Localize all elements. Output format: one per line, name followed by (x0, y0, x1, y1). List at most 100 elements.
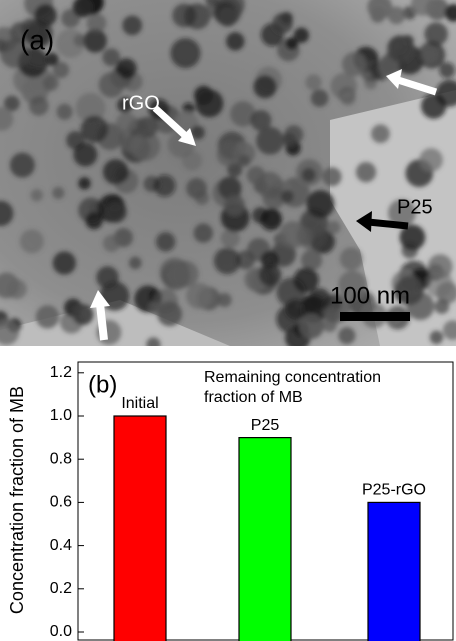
particle (106, 202, 127, 223)
particle (214, 248, 241, 275)
scale-label: 100 nm (330, 282, 410, 309)
particle (73, 143, 97, 167)
particle (217, 143, 241, 167)
particle (301, 250, 322, 271)
particle (260, 209, 282, 231)
particle (29, 96, 49, 116)
particle (96, 266, 118, 288)
particle (20, 229, 44, 253)
annotation: Remaining concentration fraction of MB (204, 368, 394, 408)
particle (322, 317, 337, 332)
particle (226, 32, 245, 51)
figure: (a) rGO P25 100 nm (b) Concentration fra… (0, 0, 456, 641)
particle (43, 75, 59, 91)
y-axis-label: Concentration fraction of MB (7, 386, 27, 614)
panel-label: (b) (88, 371, 117, 398)
particle (298, 314, 323, 339)
particle (81, 115, 108, 142)
panel-label: (a) (20, 24, 54, 55)
particle (102, 48, 120, 66)
particle (282, 133, 296, 147)
arrow (100, 304, 104, 340)
bar-label: Initial (121, 395, 158, 412)
y-tick-label: 0.0 (50, 623, 72, 640)
particle (311, 89, 329, 107)
particle (224, 195, 245, 216)
particle (194, 86, 213, 105)
y-tick-label: 0.6 (50, 494, 72, 511)
particle (195, 191, 209, 205)
particle (172, 4, 196, 28)
arrow (368, 222, 408, 226)
particle (218, 6, 238, 26)
particle (35, 4, 57, 26)
particle (371, 124, 390, 143)
particle (420, 46, 438, 64)
y-tick-label: 0.2 (50, 580, 72, 597)
particle (7, 279, 27, 299)
particle (387, 35, 414, 62)
particle (56, 29, 85, 58)
particle (194, 223, 213, 242)
bar-label: P25-rGO (362, 482, 426, 499)
particle (259, 264, 282, 287)
particle (309, 288, 331, 310)
particle (217, 293, 231, 307)
particle (256, 127, 284, 155)
particle (10, 153, 35, 178)
particle (157, 301, 182, 326)
particle (272, 13, 293, 34)
bar (368, 502, 420, 641)
scale-bar (340, 312, 410, 321)
particle (434, 299, 449, 314)
particle (148, 302, 160, 314)
y-tick-label: 1.0 (50, 407, 72, 424)
particle (166, 263, 190, 287)
particle (342, 52, 366, 76)
particle (52, 187, 64, 199)
particle (78, 177, 90, 189)
page: (a) rGO P25 100 nm (b) Concentration fra… (0, 0, 456, 641)
annotation: rGO (122, 92, 160, 114)
y-tick-label: 0.4 (50, 537, 72, 554)
particle (425, 270, 453, 298)
bar-label: P25 (251, 417, 280, 434)
particle (146, 337, 160, 351)
particle (122, 15, 142, 35)
particle (340, 247, 363, 270)
particle (53, 251, 76, 274)
particle (340, 91, 356, 107)
particle (99, 72, 125, 98)
particle (129, 257, 142, 270)
particle (156, 232, 175, 251)
y-tick-label: 1.2 (50, 364, 72, 381)
particle (294, 28, 309, 43)
particle (276, 278, 305, 307)
particle (419, 148, 443, 172)
particle (253, 75, 276, 98)
micrograph: (a) rGO P25 100 nm (0, 0, 456, 352)
particle (238, 155, 250, 167)
particle (305, 74, 321, 90)
particle (116, 112, 137, 133)
particle (103, 159, 128, 184)
particle (103, 235, 120, 252)
particle (57, 104, 73, 120)
particle (327, 221, 340, 234)
particle (323, 167, 342, 186)
particle (439, 62, 455, 78)
annotation: P25 (397, 196, 433, 218)
bar (239, 438, 291, 641)
particle (279, 221, 306, 248)
particle (306, 190, 334, 218)
particle (137, 117, 158, 138)
y-tick-label: 0.8 (50, 450, 72, 467)
particle (302, 168, 316, 182)
particle (430, 331, 443, 344)
particle (154, 175, 176, 197)
particle (31, 189, 43, 201)
particle (202, 5, 215, 18)
particle (254, 179, 268, 193)
particle (36, 305, 59, 328)
particle (171, 38, 201, 68)
